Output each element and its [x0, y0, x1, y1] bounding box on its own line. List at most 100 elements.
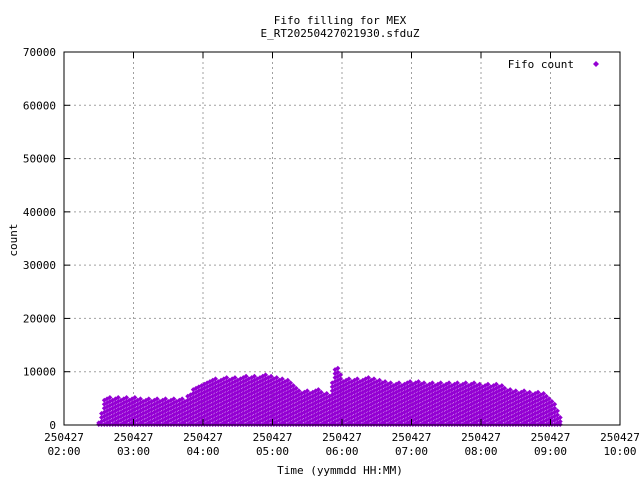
x-tick-time: 07:00 [395, 445, 428, 458]
data-point [454, 380, 460, 386]
data-point [493, 381, 499, 387]
data-point [415, 379, 421, 385]
data-point [146, 396, 152, 402]
data-point [324, 391, 330, 397]
data-point [338, 372, 344, 378]
y-axis-label: count [7, 223, 20, 256]
x-tick-time: 06:00 [325, 445, 358, 458]
y-tick-label: 70000 [23, 46, 56, 59]
data-point [279, 376, 285, 382]
data-point [388, 380, 394, 386]
y-tick-label: 30000 [23, 259, 56, 272]
data-point [288, 380, 294, 386]
chart-subtitle: E_RT20250427021930.sfduZ [261, 27, 420, 40]
y-tick-label: 10000 [23, 366, 56, 379]
data-point [499, 383, 505, 389]
data-point [171, 396, 177, 402]
data-point [463, 380, 469, 386]
data-point [535, 389, 541, 395]
y-tick-label: 40000 [23, 206, 56, 219]
data-point [471, 380, 477, 386]
data-point [293, 385, 299, 391]
data-point [274, 375, 280, 381]
data-point [179, 396, 185, 402]
data-point [421, 380, 427, 386]
data-point [557, 415, 563, 421]
data-point [318, 389, 324, 395]
data-point [557, 419, 563, 425]
data-point [438, 380, 444, 386]
data-point [396, 380, 402, 386]
data-point [285, 377, 291, 383]
x-tick-time: 04:00 [186, 445, 219, 458]
x-tick-date: 250427 [600, 431, 640, 444]
data-point [429, 380, 435, 386]
x-tick-date: 250427 [531, 431, 571, 444]
legend-label: Fifo count [508, 58, 574, 71]
data-point [371, 376, 377, 382]
data-point [377, 377, 383, 383]
x-tick-date: 250427 [253, 431, 293, 444]
data-point [290, 383, 296, 389]
x-tick-time: 09:00 [534, 445, 567, 458]
x-tick-date: 250427 [461, 431, 501, 444]
data-point [263, 372, 269, 378]
data-point [407, 379, 413, 385]
data-point [346, 376, 352, 382]
data-point [477, 381, 483, 387]
data-point [154, 396, 160, 402]
data-point [546, 396, 552, 402]
x-axis-label: Time (yymmdd HH:MM) [277, 464, 403, 477]
data-point [115, 395, 121, 401]
data-point [162, 396, 168, 402]
y-tick-label: 20000 [23, 312, 56, 325]
data-point [554, 412, 560, 418]
data-point [315, 387, 321, 393]
data-point [132, 395, 138, 401]
data-point [354, 376, 360, 382]
y-tick-label: 0 [49, 419, 56, 432]
y-tick-label: 60000 [23, 99, 56, 112]
grid-lines [64, 52, 620, 425]
x-tick-time: 05:00 [256, 445, 289, 458]
y-tick-label: 50000 [23, 153, 56, 166]
data-points [96, 365, 563, 427]
x-tick-date: 250427 [183, 431, 223, 444]
data-point [243, 373, 249, 379]
data-point [365, 375, 371, 381]
data-point [232, 375, 238, 381]
legend: Fifo count [508, 58, 599, 71]
data-point [268, 373, 274, 379]
data-point [552, 405, 558, 411]
data-point [502, 385, 508, 391]
data-point [251, 373, 257, 379]
x-tick-time: 08:00 [464, 445, 497, 458]
data-point [213, 376, 219, 382]
data-point [554, 408, 560, 414]
data-point [335, 365, 341, 371]
data-point [304, 388, 310, 394]
data-point [485, 381, 491, 387]
x-tick-time: 02:00 [47, 445, 80, 458]
data-point [137, 396, 143, 402]
data-point [541, 391, 547, 397]
data-point [107, 395, 113, 401]
data-point [521, 388, 527, 394]
data-point [543, 393, 549, 399]
data-point [507, 387, 513, 393]
x-tick-time: 03:00 [117, 445, 150, 458]
data-point [382, 379, 388, 385]
x-tick-date: 250427 [392, 431, 432, 444]
x-tick-date: 250427 [114, 431, 154, 444]
data-point [552, 401, 558, 407]
data-point [338, 376, 344, 382]
y-tick-labels: 0 10000 20000 30000 40000 50000 60000 70000 [23, 46, 56, 432]
data-point [513, 388, 519, 394]
data-point [296, 388, 302, 394]
chart-title: Fifo filling for MEX [274, 14, 407, 27]
legend-marker-icon [593, 61, 599, 67]
data-point [549, 399, 555, 405]
data-point [224, 375, 230, 381]
data-point [124, 395, 130, 401]
